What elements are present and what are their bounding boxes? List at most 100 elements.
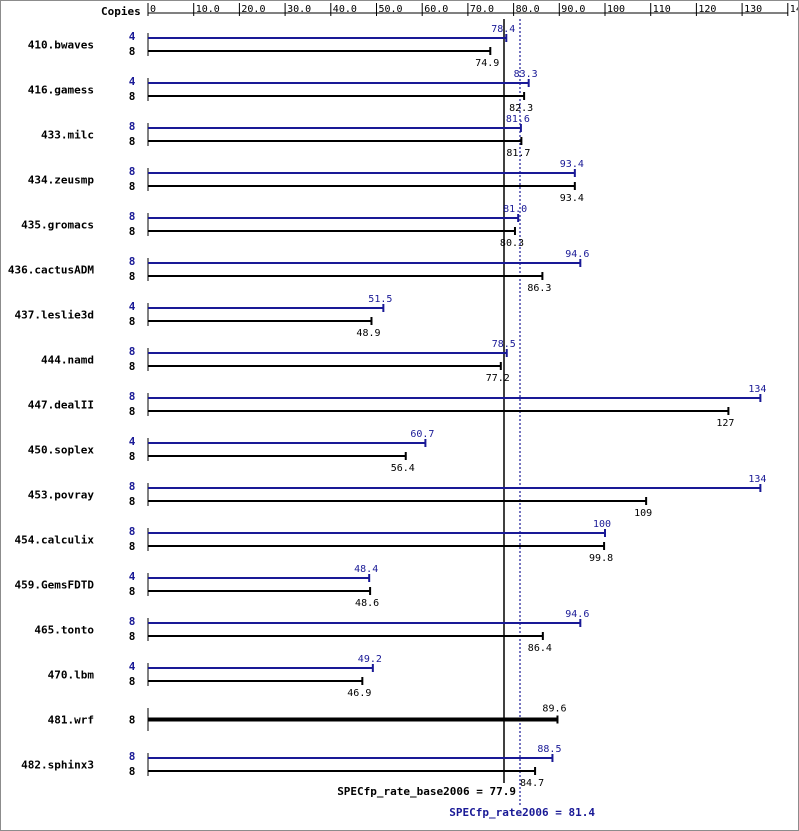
- peak-value-label: 134: [748, 474, 766, 485]
- peak-copies-label: 8: [129, 615, 136, 628]
- base-copies-label: 8: [129, 315, 136, 328]
- base-copies-label: 8: [129, 765, 136, 778]
- base-copies-label: 8: [129, 630, 136, 643]
- peak-copies-label: 8: [129, 255, 136, 268]
- base-value-label: 84.7: [520, 778, 544, 789]
- peak-value-label: 81.0: [503, 204, 527, 215]
- base-summary-label: SPECfp_rate_base2006 = 77.9: [337, 785, 516, 798]
- benchmark-label: 433.milc: [41, 129, 94, 142]
- base-value-label: 80.3: [500, 238, 524, 249]
- base-value-label: 93.4: [560, 193, 584, 204]
- peak-copies-label: 4: [129, 75, 136, 88]
- label-group: 410.bwaves 4 78.4 8 74.9 416.gamess 4 83.3 8 82.3…: [8, 24, 767, 819]
- peak-copies-label: 4: [129, 570, 136, 583]
- peak-copies-label: 4: [129, 30, 136, 43]
- base-copies-label: 8: [129, 450, 136, 463]
- benchmark-label: 437.leslie3d: [15, 309, 94, 322]
- benchmark-label: 454.calculix: [15, 534, 95, 547]
- peak-value-label: 81.6: [506, 114, 530, 125]
- peak-copies-label: 8: [129, 525, 136, 538]
- peak-value-label: 100: [593, 519, 611, 530]
- base-copies-label: 8: [129, 225, 136, 238]
- benchmark-label: 416.gamess: [28, 84, 94, 97]
- base-value-label: 48.6: [355, 598, 379, 609]
- peak-value-label: 51.5: [368, 294, 392, 305]
- base-value-label: 86.3: [527, 283, 551, 294]
- peak-copies-label: 8: [129, 750, 136, 763]
- base-value-label: 82.3: [509, 103, 533, 114]
- peak-value-label: 78.5: [492, 339, 516, 350]
- base-copies-label: 8: [129, 45, 136, 58]
- benchmark-label: 434.zeusmp: [28, 174, 95, 187]
- peak-copies-label: 4: [129, 435, 136, 448]
- peak-value-label: 49.2: [358, 654, 382, 665]
- peak-copies-label: 4: [129, 660, 136, 673]
- peak-value-label: 134: [748, 384, 766, 395]
- benchmark-label: 410.bwaves: [28, 39, 94, 52]
- base-copies-label: 8: [129, 270, 136, 283]
- base-value-label: 81.7: [506, 148, 530, 159]
- base-value-label: 99.8: [589, 553, 613, 564]
- x-tick-label: 20.0: [241, 4, 265, 15]
- peak-copies-label: 8: [129, 345, 136, 358]
- base-copies-label: 8: [129, 405, 136, 418]
- x-tick-label: 10.0: [196, 4, 220, 15]
- peak-value-label: 94.6: [565, 609, 589, 620]
- base-copies-label: 8: [129, 714, 136, 727]
- benchmark-label: 453.povray: [28, 489, 95, 502]
- x-tick-label: 120: [698, 4, 716, 15]
- x-tick-label: 0: [150, 4, 156, 15]
- peak-value-label: 78.4: [491, 24, 515, 35]
- x-tick-label: 30.0: [287, 4, 311, 15]
- x-tick-label: 60.0: [424, 4, 448, 15]
- peak-summary-label: SPECfp_rate2006 = 81.4: [449, 806, 595, 819]
- x-axis-title: Copies: [101, 5, 141, 18]
- benchmark-label: 444.namd: [41, 354, 94, 367]
- benchmark-label: 470.lbm: [48, 669, 95, 682]
- base-value-label: 46.9: [347, 688, 371, 699]
- x-tick-label: 110: [653, 4, 671, 15]
- base-copies-label: 8: [129, 360, 136, 373]
- benchmark-label: 482.sphinx3: [21, 759, 94, 772]
- peak-copies-label: 8: [129, 390, 136, 403]
- peak-copies-label: 4: [129, 300, 136, 313]
- peak-value-label: 88.5: [537, 744, 561, 755]
- base-value-label: 77.2: [486, 373, 510, 384]
- peak-copies-label: 8: [129, 165, 136, 178]
- base-value-label: 74.9: [475, 58, 499, 69]
- base-value-label: 109: [634, 508, 652, 519]
- x-tick-label: 100: [607, 4, 625, 15]
- base-copies-label: 8: [129, 135, 136, 148]
- base-copies-label: 8: [129, 90, 136, 103]
- x-tick-label: 140: [790, 4, 798, 15]
- benchmark-label: 481.wrf: [48, 714, 94, 727]
- x-tick-label: 50.0: [379, 4, 403, 15]
- base-value-label: 86.4: [528, 643, 552, 654]
- base-value-label: 127: [716, 418, 734, 429]
- x-tick-label: 40.0: [333, 4, 357, 15]
- base-value-label: 48.9: [356, 328, 380, 339]
- x-tick-label: 80.0: [516, 4, 540, 15]
- peak-copies-label: 8: [129, 120, 136, 133]
- peak-copies-label: 8: [129, 210, 136, 223]
- base-copies-label: 8: [129, 540, 136, 553]
- benchmark-label: 436.cactusADM: [8, 264, 94, 277]
- peak-value-label: 48.4: [354, 564, 378, 575]
- x-tick-label: 130: [744, 4, 762, 15]
- base-value-label: 89.6: [542, 704, 566, 715]
- peak-copies-label: 8: [129, 480, 136, 493]
- base-copies-label: 8: [129, 585, 136, 598]
- base-value-label: 56.4: [391, 463, 415, 474]
- benchmark-label: 447.dealII: [28, 399, 94, 412]
- benchmark-label: 450.soplex: [28, 444, 95, 457]
- peak-value-label: 93.4: [560, 159, 584, 170]
- base-copies-label: 8: [129, 495, 136, 508]
- benchmark-label: 435.gromacs: [21, 219, 94, 232]
- base-copies-label: 8: [129, 180, 136, 193]
- benchmark-label: 459.GemsFDTD: [15, 579, 95, 592]
- peak-value-label: 60.7: [410, 429, 434, 440]
- peak-value-label: 94.6: [565, 249, 589, 260]
- bar-group: [147, 33, 762, 776]
